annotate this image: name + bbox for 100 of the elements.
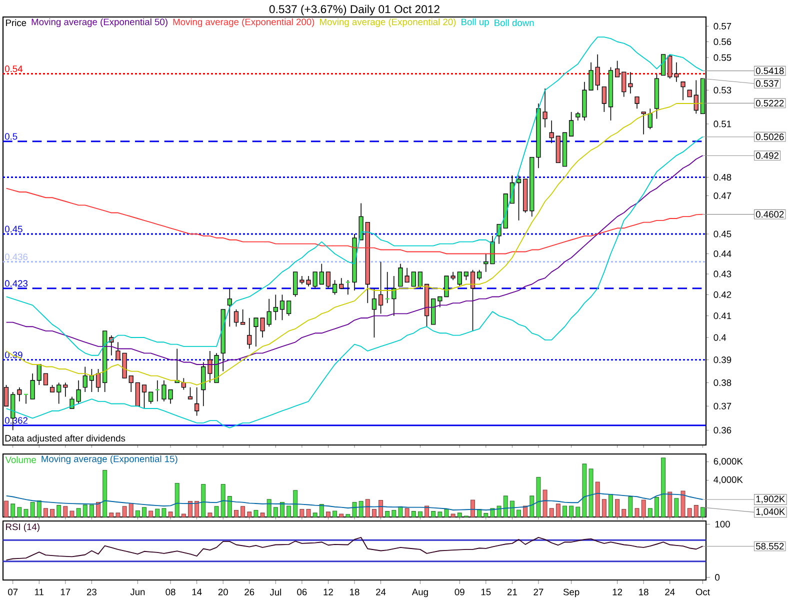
annotation: Data adjusted after dividends xyxy=(5,434,126,444)
bar xyxy=(622,509,626,518)
annotation: 1,040K xyxy=(756,508,786,516)
bar xyxy=(36,500,42,518)
text: RSI (14) xyxy=(6,523,40,532)
candlestick xyxy=(188,386,193,400)
bar xyxy=(615,499,620,518)
bar xyxy=(214,506,219,518)
candlestick xyxy=(266,298,272,328)
bar xyxy=(63,506,68,518)
bar xyxy=(372,509,376,518)
bar xyxy=(680,490,686,518)
candlestick xyxy=(622,72,626,98)
bar xyxy=(404,508,410,518)
candlestick xyxy=(634,96,640,109)
bar xyxy=(569,506,574,518)
x-tick-label: 08 xyxy=(166,588,176,596)
bar xyxy=(392,510,396,518)
candlestick xyxy=(227,288,232,328)
bar xyxy=(510,500,514,518)
candlestick xyxy=(694,80,698,114)
candlestick xyxy=(418,272,423,289)
bar xyxy=(431,511,436,518)
text: Price xyxy=(6,19,26,26)
text: Volume xyxy=(5,456,36,464)
candlestick xyxy=(319,263,324,285)
candlestick xyxy=(82,366,88,392)
candlestick xyxy=(398,263,403,287)
candlestick xyxy=(142,384,147,409)
candlestick xyxy=(602,86,606,112)
bar xyxy=(30,502,35,518)
bar xyxy=(602,499,606,518)
bar xyxy=(76,508,81,518)
bar xyxy=(17,507,22,518)
text: Moving average (Exponential 200) xyxy=(173,18,314,28)
bar xyxy=(365,499,370,518)
candlestick xyxy=(549,120,554,144)
candlestick xyxy=(332,280,338,296)
bar xyxy=(470,500,476,518)
bar xyxy=(70,510,74,518)
bar xyxy=(339,514,344,518)
y-tick-label: 0.53 xyxy=(714,86,732,94)
bar xyxy=(536,477,541,518)
candlestick xyxy=(457,272,462,287)
x-tick-label: Jun xyxy=(130,588,145,596)
bar xyxy=(352,502,357,518)
bar xyxy=(10,504,16,518)
candlestick xyxy=(56,382,62,404)
bar xyxy=(668,492,672,518)
candlestick xyxy=(615,60,620,78)
y-tick-label: 0.37 xyxy=(714,402,732,410)
bar xyxy=(634,508,640,518)
y-tick-label: 0.55 xyxy=(714,54,732,61)
bar xyxy=(450,514,456,518)
candlestick xyxy=(326,272,331,289)
bar xyxy=(155,508,160,518)
bar xyxy=(562,506,567,518)
x-tick-label: 09 xyxy=(454,588,464,596)
candlestick xyxy=(668,54,672,79)
bar xyxy=(254,510,258,518)
candlestick xyxy=(240,309,246,325)
candlestick xyxy=(345,280,351,296)
annotation: 0.492 xyxy=(756,152,778,159)
candlestick xyxy=(477,269,482,281)
y-tick-label: 0.47 xyxy=(714,192,732,200)
bar xyxy=(116,512,120,518)
bar xyxy=(220,484,226,518)
candlestick xyxy=(247,318,252,350)
candlestick xyxy=(36,364,42,386)
bar xyxy=(549,508,554,518)
candlestick xyxy=(411,272,416,287)
bar xyxy=(576,506,580,518)
candlestick xyxy=(312,272,318,289)
bar xyxy=(641,500,646,518)
bar xyxy=(286,506,292,518)
candlestick xyxy=(201,362,206,407)
candlestick xyxy=(641,112,646,135)
y-tick-label: 100 xyxy=(715,520,730,528)
bar xyxy=(4,500,9,518)
x-tick-label: 21 xyxy=(507,588,517,596)
bar xyxy=(181,514,186,518)
bar xyxy=(128,503,134,518)
x-tick-label: 12 xyxy=(612,588,622,596)
bar xyxy=(648,508,652,518)
text: Moving average (Exponential 20) xyxy=(320,18,456,28)
candlestick xyxy=(680,81,686,101)
bar xyxy=(628,496,633,518)
candlestick xyxy=(280,294,285,321)
candlestick xyxy=(293,272,298,298)
bar xyxy=(687,508,692,518)
annotation: 0.5026 xyxy=(756,134,784,140)
x-tick-label: 14 xyxy=(192,588,202,596)
y-tick-label: 0.45 xyxy=(714,230,732,238)
bar xyxy=(306,509,311,518)
bar xyxy=(109,512,114,518)
candlestick xyxy=(648,108,652,130)
bar xyxy=(608,494,613,518)
bar xyxy=(411,511,416,518)
x-tick-label: 11 xyxy=(35,588,44,596)
bar xyxy=(280,502,284,518)
